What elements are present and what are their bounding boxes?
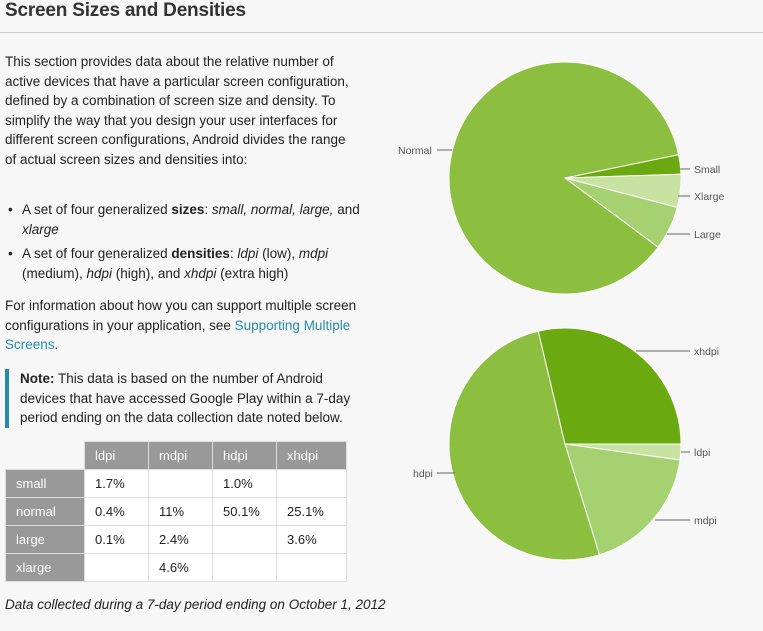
bullet-last: xlarge [22, 221, 59, 237]
column-header: ldpi [84, 441, 149, 470]
support-end: . [54, 337, 59, 352]
table-cell [148, 469, 213, 498]
term-ldpi: ldpi [237, 246, 259, 261]
note-text: This data is based on the number of Andr… [20, 371, 351, 425]
table-row: normal 0.4% 11% 50.1% 25.1% [5, 497, 347, 526]
bullet-colon: : [204, 202, 212, 217]
table-cell: 0.4% [84, 497, 149, 526]
table-cell: 50.1% [212, 497, 277, 526]
table-cell: 2.4% [148, 525, 213, 554]
table-cell [276, 553, 347, 582]
pie-label-normal: Normal [398, 145, 432, 157]
note-callout: Note: This data is based on the number o… [5, 369, 372, 428]
term-medium: (medium), [22, 265, 87, 281]
term-mdpi: mdpi [298, 246, 329, 261]
table-cell: 11% [148, 497, 213, 526]
column-header: xhdpi [276, 441, 347, 470]
term-xhdpi: xhdpi [184, 265, 217, 281]
table-cell [84, 553, 149, 582]
pie-slice-normal [448, 61, 680, 295]
pie-slice-xhdpi [537, 327, 682, 445]
table-cell: 1.0% [212, 469, 277, 498]
data-collection-note: Data collected during a 7-day period end… [5, 597, 386, 612]
note-label: Note: [20, 371, 55, 386]
term-xhigh: (extra high) [216, 265, 289, 281]
bullet-icon: • [8, 202, 13, 217]
term-high: (high), and [112, 265, 185, 281]
title-divider [0, 32, 763, 33]
pie-label-xhdpi: xhdpi [694, 346, 719, 358]
pie-slice-hdpi [448, 330, 601, 561]
support-paragraph: For information about how you can suppor… [5, 296, 360, 355]
row-header: large [5, 525, 85, 554]
table-header-row: ldpi mdpi hdpi xhdpi [5, 441, 347, 470]
table-cell: 1.7% [84, 469, 149, 498]
pie-label-hdpi: hdpi [413, 468, 433, 480]
distribution-table: ldpi mdpi hdpi xhdpi small 1.7% 1.0% nor… [5, 441, 347, 582]
bullet-icon: • [8, 246, 13, 261]
pie-label-small: Small [694, 164, 720, 176]
bullet-text: A set of four generalized [22, 202, 172, 217]
intro-paragraph: This section provides data about the rel… [5, 54, 349, 167]
pie-label-large: Large [694, 229, 721, 241]
table-row: small 1.7% 1.0% [5, 469, 347, 498]
term-low: (low), [258, 246, 299, 261]
table-cell: 25.1% [276, 497, 347, 526]
bullet-list: • A set of four generalized sizes: small,… [5, 200, 365, 288]
support-text: For information about how you can suppor… [5, 298, 357, 333]
row-header: xlarge [5, 553, 85, 582]
table-row: xlarge 4.6% [5, 553, 347, 582]
table-cell: 3.6% [276, 525, 347, 554]
table-cell [276, 469, 347, 498]
bullet-and: and [337, 202, 360, 217]
bullet-colon: : [229, 246, 238, 261]
term-hdpi: hdpi [86, 265, 113, 281]
table-row: large 0.1% 2.4% 3.6% [5, 525, 347, 554]
table-corner [5, 441, 85, 470]
bullet-term: sizes [171, 202, 205, 217]
bullet-term: densities [171, 246, 230, 261]
bullet-items: small, normal, large, [211, 202, 334, 217]
page-title: Screen Sizes and Densities [5, 0, 246, 21]
supporting-screens-link[interactable]: Supporting Multiple Screens [5, 317, 351, 353]
table-cell [212, 525, 277, 554]
row-header: normal [5, 497, 85, 526]
pie-label-mdpi: mdpi [694, 515, 717, 527]
pie-slice-mdpi [564, 443, 681, 556]
pie-label-ldpi: ldpi [694, 447, 710, 459]
pie-label-xlarge: Xlarge [694, 191, 725, 203]
table-cell [212, 553, 277, 582]
table-cell: 4.6% [148, 553, 213, 582]
list-item-densities: • A set of four generalized densities: ld… [5, 244, 365, 283]
bullet-text: A set of four generalized [22, 246, 172, 261]
list-item-sizes: • A set of four generalized sizes: small,… [5, 200, 365, 239]
